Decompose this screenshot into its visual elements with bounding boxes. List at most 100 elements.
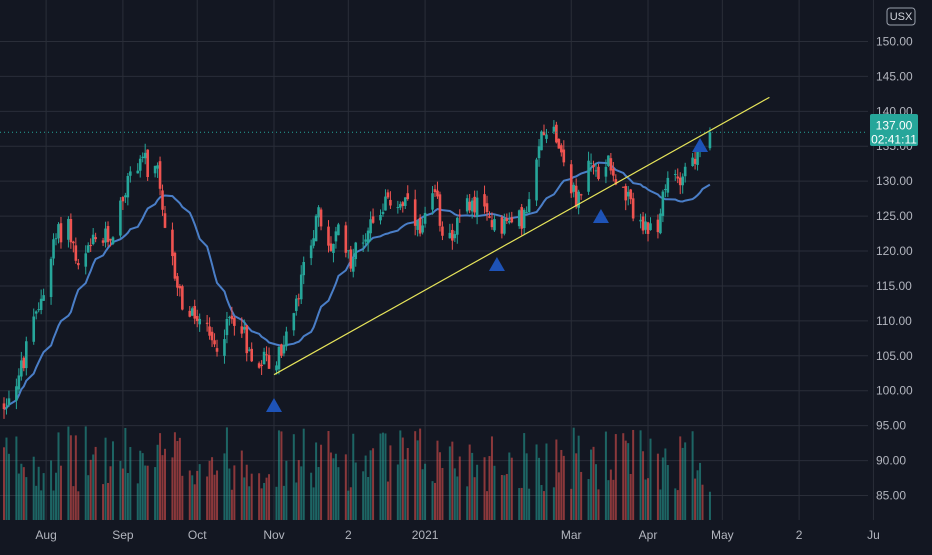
candle-body bbox=[453, 234, 457, 239]
candle-body bbox=[52, 239, 55, 259]
candle-body bbox=[631, 198, 635, 219]
candle-body bbox=[592, 165, 595, 168]
volume-bar bbox=[488, 456, 491, 520]
volume-bar bbox=[223, 453, 226, 520]
candle-body bbox=[257, 363, 261, 368]
candle-body bbox=[475, 197, 479, 217]
volume-bar bbox=[503, 475, 506, 520]
candle-body bbox=[347, 250, 350, 252]
candle-body bbox=[678, 177, 682, 186]
currency-badge[interactable]: USX bbox=[886, 7, 916, 26]
volume-bar bbox=[627, 443, 630, 520]
volume-bar bbox=[334, 453, 337, 520]
volume-bar bbox=[708, 491, 711, 520]
candle-body bbox=[205, 322, 209, 324]
candle-body bbox=[666, 177, 670, 193]
candle-body bbox=[153, 165, 157, 174]
candle-body bbox=[351, 258, 355, 272]
candle-body bbox=[282, 345, 286, 354]
candle-body bbox=[146, 149, 149, 177]
volume-bar bbox=[483, 457, 486, 520]
volume-bar bbox=[528, 488, 531, 520]
volume-bar bbox=[213, 474, 216, 520]
candle-body bbox=[101, 240, 105, 243]
volume-bar bbox=[656, 453, 659, 520]
volume-bar bbox=[300, 466, 303, 520]
candle-body bbox=[104, 228, 107, 243]
volume-bar bbox=[639, 430, 642, 520]
volume-bar bbox=[3, 447, 5, 520]
candle-body bbox=[37, 309, 40, 311]
volume-bar bbox=[577, 435, 580, 520]
volume-bar bbox=[424, 463, 427, 520]
candle-body bbox=[129, 171, 132, 176]
volume-bar bbox=[154, 467, 157, 520]
candle-body bbox=[32, 316, 36, 342]
candle-body bbox=[649, 223, 652, 231]
volume-bar bbox=[572, 427, 575, 520]
trendline[interactable] bbox=[273, 96, 770, 376]
time-axis[interactable]: Aug Sep Oct Nov 2 2021 Mar Apr May 2 Ju bbox=[35, 528, 879, 542]
volume-bar bbox=[468, 444, 471, 520]
y-tick-label: 105.00 bbox=[876, 349, 913, 363]
volume-bar bbox=[562, 455, 565, 520]
volume-bar bbox=[228, 468, 231, 520]
candle-body bbox=[240, 326, 244, 334]
volume-bar bbox=[92, 454, 95, 520]
candle-body bbox=[242, 327, 246, 330]
volume-bar bbox=[67, 426, 70, 520]
volume-bar bbox=[216, 470, 219, 520]
candle-body bbox=[138, 158, 142, 171]
volume-bar bbox=[609, 469, 612, 520]
candle-body bbox=[109, 238, 112, 241]
volume-bar bbox=[624, 440, 627, 520]
candle-body bbox=[20, 360, 23, 377]
candle-body bbox=[557, 138, 561, 149]
volume-bar bbox=[349, 487, 352, 520]
candle-body bbox=[223, 339, 226, 356]
candle-body bbox=[327, 226, 330, 246]
candle-body bbox=[361, 242, 365, 244]
volume-bar bbox=[69, 435, 72, 520]
volume-bar bbox=[545, 443, 548, 520]
candle-body bbox=[508, 221, 511, 223]
candle-body bbox=[659, 213, 662, 234]
candle-body bbox=[59, 223, 63, 243]
volume-bar bbox=[552, 487, 555, 520]
volume-bar bbox=[535, 444, 538, 520]
volume-bar bbox=[644, 479, 647, 520]
x-tick-label: Apr bbox=[639, 528, 658, 542]
volume-bar bbox=[525, 453, 528, 520]
volume-bar bbox=[604, 431, 607, 520]
volume-bar bbox=[691, 431, 694, 520]
volume-bar bbox=[191, 475, 194, 520]
candle-body bbox=[612, 168, 615, 176]
volume-bar bbox=[161, 455, 164, 520]
volume-bar bbox=[136, 483, 139, 520]
candle-body bbox=[597, 166, 600, 179]
volume-bar bbox=[699, 462, 702, 520]
trendline-segment[interactable] bbox=[273, 96, 770, 376]
candle-body bbox=[589, 162, 593, 164]
candle-body bbox=[42, 295, 45, 301]
candle-body bbox=[337, 224, 340, 236]
candle-body bbox=[39, 298, 43, 310]
volume-bar bbox=[560, 449, 563, 520]
x-tick-label: Oct bbox=[188, 528, 207, 542]
volume-bar bbox=[389, 445, 392, 520]
candle-body bbox=[188, 310, 192, 317]
candle-body bbox=[555, 124, 558, 143]
candle-body bbox=[334, 231, 338, 242]
candle-body bbox=[691, 157, 694, 166]
candles bbox=[2, 120, 712, 419]
countdown-label: 02:41:11 bbox=[871, 133, 917, 147]
candle-body bbox=[215, 348, 219, 352]
volume-bar bbox=[419, 428, 422, 520]
candle-body bbox=[403, 197, 407, 206]
candle-body bbox=[173, 252, 177, 279]
candle-body bbox=[587, 160, 590, 192]
volume-bar bbox=[260, 488, 263, 520]
volume-bar bbox=[225, 427, 228, 520]
